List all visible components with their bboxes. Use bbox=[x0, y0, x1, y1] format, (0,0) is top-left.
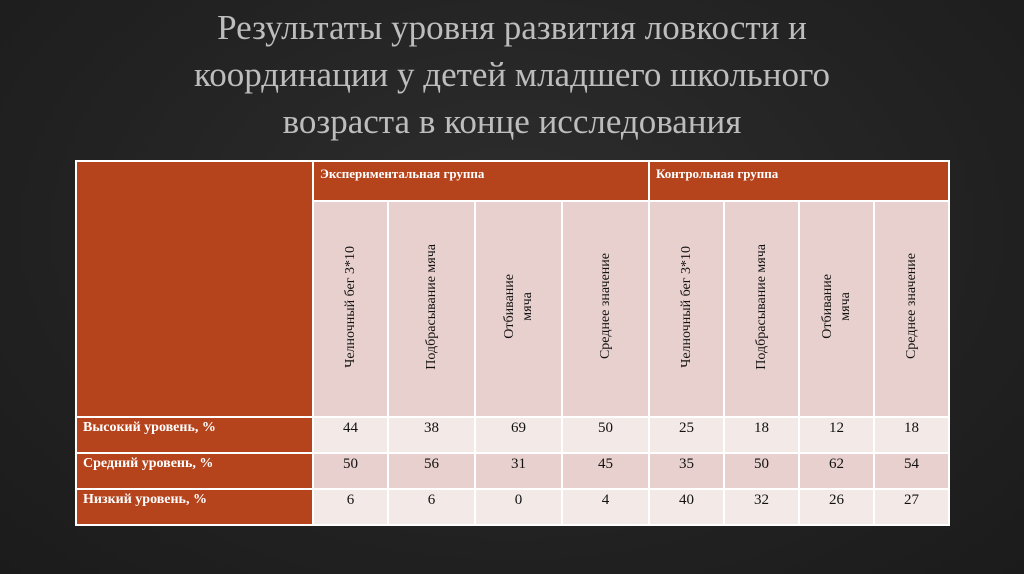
table-cell: 12 bbox=[798, 416, 875, 454]
column-header: Отбивание мяча bbox=[474, 200, 563, 418]
table-cell: 27 bbox=[873, 488, 950, 526]
row-label: Низкий уровень, % bbox=[75, 488, 314, 526]
table-cell: 56 bbox=[387, 452, 476, 490]
table-cell: 50 bbox=[312, 452, 389, 490]
column-header: Челночный бег 3*10 bbox=[648, 200, 725, 418]
column-header: Среднее значение bbox=[873, 200, 950, 418]
group-header-control: Контрольная группа bbox=[648, 160, 950, 202]
table-cell: 4 bbox=[561, 488, 650, 526]
column-header-label: Среднее значение bbox=[903, 253, 919, 360]
column-header: Подбрасывание мяча bbox=[387, 200, 476, 418]
column-header: Отбивание мяча bbox=[798, 200, 875, 418]
table-cell: 40 bbox=[648, 488, 725, 526]
table-cell: 18 bbox=[873, 416, 950, 454]
table-cell: 44 bbox=[312, 416, 389, 454]
table-row: Средний уровень, % 50 56 31 45 35 50 62 54 bbox=[75, 452, 950, 490]
table-cell: 26 bbox=[798, 488, 875, 526]
table-row: Высокий уровень, % 44 38 69 50 25 18 12 18 bbox=[75, 416, 950, 454]
column-header-label: Челночный бег 3*10 bbox=[678, 245, 694, 368]
column-header: Подбрасывание мяча bbox=[723, 200, 800, 418]
table-cell: 50 bbox=[723, 452, 800, 490]
table-cell: 6 bbox=[312, 488, 389, 526]
table-cell: 38 bbox=[387, 416, 476, 454]
table-cell: 25 bbox=[648, 416, 725, 454]
table-cell: 45 bbox=[561, 452, 650, 490]
row-label: Высокий уровень, % bbox=[75, 416, 314, 454]
table-cell: 50 bbox=[561, 416, 650, 454]
table-cell: 54 bbox=[873, 452, 950, 490]
column-header-label: Подбрасывание мяча bbox=[753, 243, 769, 370]
column-header: Челночный бег 3*10 bbox=[312, 200, 389, 418]
table-cell: 35 bbox=[648, 452, 725, 490]
group-header-experimental: Экспериментальная группа bbox=[312, 160, 650, 202]
results-table: Экспериментальная группа Контрольная гру… bbox=[75, 160, 950, 526]
slide-title: Результаты уровня развития ловкости и ко… bbox=[194, 8, 830, 141]
table-cell: 62 bbox=[798, 452, 875, 490]
table-row: Низкий уровень, % 6 6 0 4 40 32 26 27 bbox=[75, 488, 950, 526]
corner-cell bbox=[75, 160, 314, 418]
column-header-label: Подбрасывание мяча bbox=[423, 243, 439, 370]
row-label: Средний уровень, % bbox=[75, 452, 314, 490]
table-cell: 32 bbox=[723, 488, 800, 526]
column-header: Среднее значение bbox=[561, 200, 650, 418]
column-header-label: Отбивание мяча bbox=[501, 274, 535, 339]
table-cell: 31 bbox=[474, 452, 563, 490]
column-header-label: Отбивание мяча bbox=[819, 274, 853, 339]
column-header-label: Среднее значение bbox=[597, 253, 613, 360]
table-cell: 18 bbox=[723, 416, 800, 454]
column-header-label: Челночный бег 3*10 bbox=[342, 245, 358, 368]
table-cell: 6 bbox=[387, 488, 476, 526]
table-cell: 0 bbox=[474, 488, 563, 526]
table-cell: 69 bbox=[474, 416, 563, 454]
